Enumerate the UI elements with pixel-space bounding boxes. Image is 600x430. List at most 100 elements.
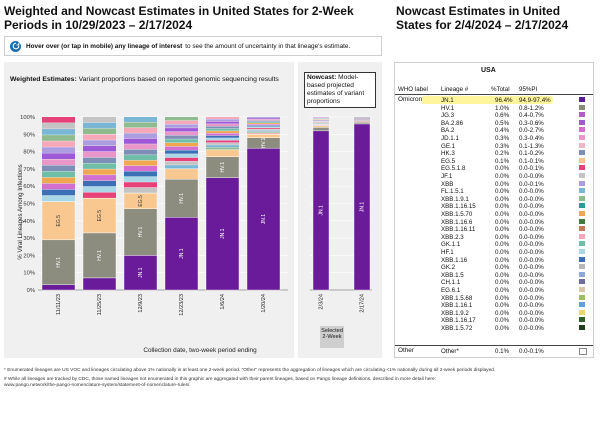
table-row[interactable]: BA.2 0.4% 0.0-2.7% (395, 127, 593, 134)
table-row[interactable]: HV.1 1.0% 0.8-1.2% (395, 104, 593, 112)
bar-segment-other[interactable] (206, 121, 239, 124)
bar-segment-other[interactable] (247, 124, 280, 126)
bar-segment-other[interactable] (124, 165, 157, 171)
bar-segment-other[interactable] (206, 138, 239, 141)
bar-segment-other[interactable] (83, 122, 116, 129)
bar-segment-other[interactable] (42, 117, 75, 123)
bar-segment-hv1[interactable] (164, 179, 199, 218)
bar-segment-other[interactable] (247, 133, 280, 134)
bar-segment-jn1[interactable] (123, 255, 158, 291)
table-row[interactable]: XBB.1.9.1 0.0% 0.0-0.0% (395, 195, 593, 203)
table-row[interactable]: XBB.1.9.2 0.0% 0.0-0.0% (395, 309, 593, 317)
bar-segment-other[interactable] (83, 163, 116, 169)
bar-segment-other[interactable] (247, 123, 280, 125)
bar-segment-other[interactable] (206, 145, 239, 148)
bar-segment-other[interactable] (124, 176, 157, 182)
bar-segment-other[interactable] (83, 134, 116, 140)
bar-segment-other[interactable] (165, 142, 198, 147)
table-row[interactable]: XBB.1.5.70 0.0% 0.0-0.0% (395, 211, 593, 218)
bar-segment-hv1[interactable] (312, 127, 330, 132)
bar-segment-hv1[interactable] (41, 239, 76, 286)
bar-segment-other[interactable] (124, 149, 157, 155)
table-row[interactable]: XBB 0.0% 0.0-0.1% (395, 180, 593, 188)
bar-segment-other[interactable] (247, 125, 280, 127)
bar-segment-other[interactable] (83, 146, 116, 152)
table-row[interactable]: JG.3 0.6% 0.4-0.7% (395, 112, 593, 119)
bar-segment-other[interactable] (206, 131, 239, 134)
bar-segment-jn1[interactable] (246, 147, 281, 291)
bar-segment-other[interactable] (247, 130, 280, 132)
bar-segment-other[interactable] (42, 183, 75, 190)
bar-segment-other[interactable] (124, 122, 157, 128)
bar-segment-other[interactable] (83, 140, 116, 146)
bar-segment-other[interactable] (206, 124, 239, 126)
bar-segment-other[interactable] (206, 133, 239, 136)
bar-segment-other[interactable] (124, 160, 157, 166)
bar-segment-eg5[interactable] (164, 168, 199, 180)
bar-segment-other[interactable] (247, 131, 280, 133)
bar-segment-other[interactable] (83, 192, 116, 198)
bar-segment-eg5[interactable] (246, 134, 281, 138)
bar-segment-other[interactable] (165, 154, 198, 158)
bar-segment-eg5[interactable] (82, 198, 117, 234)
bar-segment-other[interactable] (165, 120, 198, 125)
table-row[interactable]: XBB.2.3 0.0% 0.0-0.0% (395, 233, 593, 241)
table-row[interactable]: CH.1.1 0.0% 0.0-0.0% (395, 279, 593, 286)
bar-segment-other[interactable] (83, 175, 116, 181)
table-row[interactable]: JN.1 96.4% 94.9-97.4% (395, 97, 593, 104)
selected-period-marker[interactable]: Selected 2-Week (320, 326, 344, 348)
bar-segment-other[interactable] (247, 117, 280, 118)
bar-segment-other[interactable] (42, 195, 75, 202)
table-row[interactable]: HF.1 0.0% 0.0-0.0% (395, 249, 593, 256)
bar-segment-other[interactable] (165, 157, 198, 162)
bar-segment-other[interactable] (206, 135, 239, 138)
table-row[interactable]: XBB.1.5.72 0.0% 0.0-0.0% (395, 325, 593, 332)
table-row[interactable]: XBB.1.16.17 0.0% 0.0-0.0% (395, 317, 593, 324)
bar-segment-hv1[interactable] (353, 121, 371, 125)
bar-segment-other[interactable] (247, 120, 280, 122)
bar-segment-other[interactable] (124, 117, 157, 123)
bar-segment-other[interactable] (165, 124, 198, 128)
bar-segment-other[interactable] (206, 119, 239, 122)
bar-segment-other[interactable] (42, 189, 75, 196)
table-row[interactable]: GK.2 0.0% 0.0-0.0% (395, 264, 593, 271)
bar-segment-other[interactable] (247, 121, 280, 123)
bar-segment-other[interactable] (165, 135, 198, 139)
bar-segment-eg5[interactable] (123, 192, 158, 209)
bar-segment-other[interactable] (165, 161, 198, 165)
bar-segment-other[interactable] (165, 150, 198, 154)
bar-segment-other[interactable] (124, 171, 157, 177)
footnote-3[interactable]: www.pango.network/the-pango-nomenclature… (4, 383, 191, 388)
bar-segment-eg5[interactable] (205, 149, 240, 157)
bar-segment-other[interactable] (165, 131, 198, 136)
table-row[interactable]: XBB.1.16.15 0.0% 0.0-0.0% (395, 203, 593, 210)
bar-segment-jn1[interactable] (41, 284, 76, 291)
bar-segment-eg5[interactable] (353, 121, 371, 123)
bar-segment-other[interactable] (42, 123, 75, 129)
bar-segment-other[interactable] (42, 129, 75, 135)
table-row[interactable]: HK.3 0.2% 0.1-0.2% (395, 150, 593, 157)
table-row[interactable]: XBB.1.5 0.0% 0.0-0.0% (395, 271, 593, 279)
bar-segment-other[interactable] (124, 127, 157, 133)
bar-segment-other[interactable] (83, 180, 116, 187)
bar-segment-other[interactable] (42, 153, 75, 159)
bar-segment-other[interactable] (124, 182, 157, 188)
bar-segment-other[interactable] (124, 133, 157, 139)
bar-segment-other[interactable] (206, 142, 239, 145)
table-row[interactable]: XBB.1.16.1 0.0% 0.0-0.0% (395, 302, 593, 309)
bar-segment-hv1[interactable] (123, 208, 158, 256)
bar-segment-jn1[interactable] (205, 177, 240, 291)
bar-segment-other[interactable] (42, 159, 75, 166)
bar-segment-other[interactable] (165, 117, 198, 121)
bar-segment-other[interactable] (247, 128, 280, 129)
bar-segment-other[interactable] (206, 140, 239, 143)
bar-segment-other[interactable] (247, 118, 280, 120)
table-row[interactable]: EG.5.1.8 0.0% 0.0-0.1% (395, 165, 593, 172)
table-row-other[interactable]: Other* 0.1% 0.0-0.1% (395, 348, 593, 355)
bar-segment-other[interactable] (124, 155, 157, 161)
table-row[interactable]: GE.1 0.3% 0.1-1.3% (395, 142, 593, 150)
table-row[interactable]: XBB.1.16.6 0.0% 0.0-0.0% (395, 218, 593, 226)
bar-segment-jn1[interactable] (82, 277, 117, 291)
bar-segment-other[interactable] (206, 128, 239, 131)
